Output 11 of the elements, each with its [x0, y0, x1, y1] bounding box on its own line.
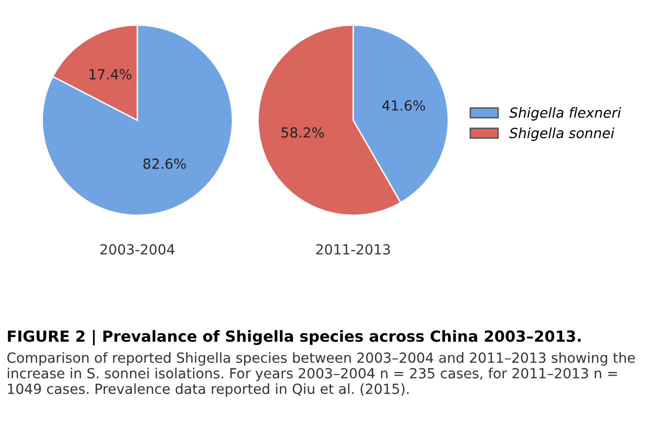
pie-slice — [42, 24, 234, 216]
data-label: 17.4% — [90, 69, 132, 80]
text: Comparison of reported Shigella species between 2003–2004 and 2011–2013 showing the increase in S. sonnei isolations. For years 2003–2004 n = 235 cases, for 2011–2013 n = 1049 cases. Prevalence data reported in Qiu et al. (2015). — [7, 352, 635, 397]
data-label: 58.2% — [282, 127, 324, 138]
caption: FIGURE 2 | Prevalance of Shigella species across China 2003–2013. — [8, 330, 581, 346]
text: 2011-2013 — [316, 244, 390, 255]
data-label: 82.6% — [143, 158, 186, 169]
text: 2003-2004 — [100, 244, 174, 255]
data-label: 41.6% — [382, 100, 425, 111]
legend-label: Shigella sonnei — [509, 128, 614, 141]
legend-label: Shigella flexneri — [509, 107, 622, 121]
